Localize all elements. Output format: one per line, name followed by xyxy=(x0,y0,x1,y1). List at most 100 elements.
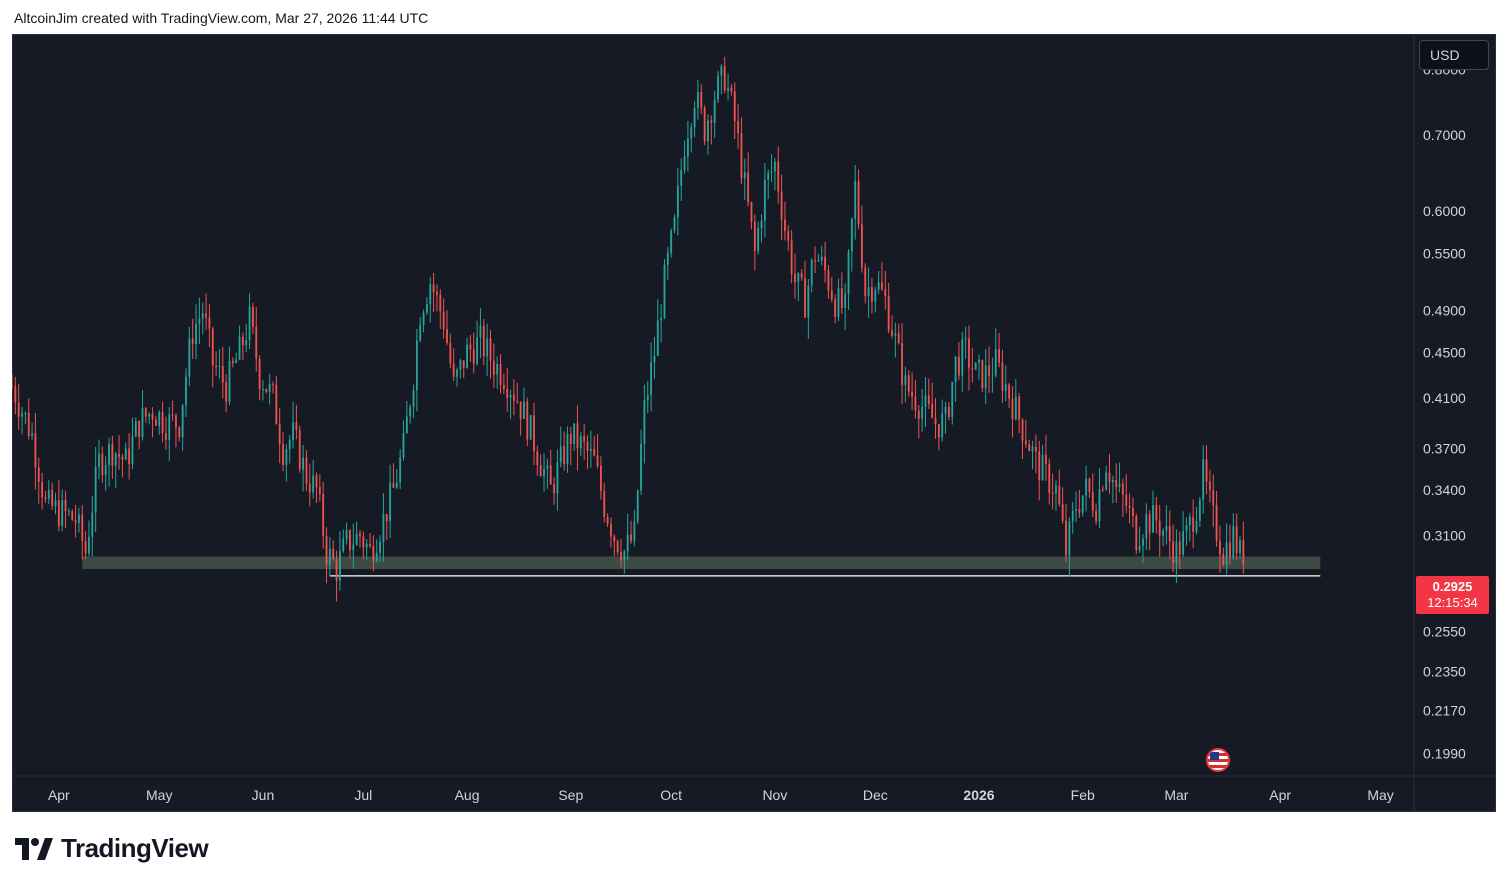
candle-body xyxy=(496,363,499,375)
candle-body xyxy=(44,497,47,499)
candle-body xyxy=(974,362,977,370)
candle xyxy=(717,70,719,103)
candle-body xyxy=(773,161,776,172)
candle xyxy=(827,264,830,299)
candle-body xyxy=(854,180,857,219)
candle xyxy=(1145,503,1148,551)
candle xyxy=(1219,525,1221,573)
candle xyxy=(1008,382,1011,409)
candle-body xyxy=(954,356,957,382)
chart-panel[interactable] xyxy=(12,34,1496,812)
candle-body xyxy=(1165,526,1168,531)
candle-body xyxy=(820,256,823,261)
candle-body xyxy=(573,423,576,445)
candle-body xyxy=(472,349,475,364)
candle-body xyxy=(874,289,877,302)
x-tick-label: Apr xyxy=(1269,787,1291,803)
candle xyxy=(556,449,559,511)
candle xyxy=(907,370,910,397)
candle xyxy=(998,332,1001,368)
x-tick-label: May xyxy=(146,787,172,803)
candle-body xyxy=(318,487,321,495)
candle xyxy=(1061,487,1064,524)
candle xyxy=(1162,528,1164,547)
candle-body xyxy=(302,457,305,470)
candle xyxy=(874,286,877,313)
candle xyxy=(138,420,141,450)
candle xyxy=(646,380,649,414)
candle-body xyxy=(576,423,579,449)
candle-body xyxy=(743,172,746,179)
candle-body xyxy=(446,329,448,343)
candle xyxy=(844,283,847,331)
candle-body xyxy=(526,401,529,440)
candle xyxy=(676,168,679,236)
candle-body xyxy=(1091,491,1094,511)
candle-body xyxy=(235,359,238,363)
candle xyxy=(218,349,221,379)
us-flag-icon[interactable] xyxy=(1206,748,1230,772)
candle xyxy=(894,322,897,358)
candle-body xyxy=(1034,446,1037,452)
candle xyxy=(328,537,331,577)
candle-body xyxy=(392,483,395,488)
candle-body xyxy=(763,179,766,221)
candle-body xyxy=(1135,515,1138,551)
candle-body xyxy=(419,324,422,341)
candle xyxy=(931,382,934,419)
candle-body xyxy=(804,277,806,318)
candle-body xyxy=(1068,521,1071,556)
candle xyxy=(161,401,164,443)
candle-body xyxy=(1158,520,1161,536)
candle xyxy=(1222,547,1225,567)
candle xyxy=(773,157,776,191)
candle-body xyxy=(265,389,268,393)
candle-body xyxy=(720,65,723,76)
candle-body xyxy=(432,284,435,293)
candle xyxy=(563,431,566,471)
candle-body xyxy=(901,343,903,385)
candle xyxy=(205,293,207,330)
candle xyxy=(1229,524,1231,565)
currency-selector[interactable]: USD xyxy=(1419,40,1489,70)
candle xyxy=(757,221,760,255)
candle-body xyxy=(549,465,552,485)
candle-body xyxy=(332,548,335,559)
candle xyxy=(529,414,532,440)
candle xyxy=(265,388,268,394)
candle xyxy=(292,401,294,449)
candle xyxy=(251,302,254,335)
candle-body xyxy=(379,541,381,553)
candle xyxy=(415,328,418,412)
candle-body xyxy=(78,514,80,523)
candle-body xyxy=(1055,485,1057,494)
candle xyxy=(1225,523,1228,575)
candle-body xyxy=(660,317,663,321)
candle-body xyxy=(342,539,345,552)
candle-body xyxy=(640,443,642,491)
candle xyxy=(37,457,40,504)
candle-body xyxy=(1212,490,1215,506)
candle xyxy=(1212,474,1215,528)
price-chart[interactable]: 0.80000.70000.60000.55000.49000.45000.41… xyxy=(12,34,1496,812)
candle-body xyxy=(215,365,218,368)
candle-body xyxy=(683,156,686,171)
candle xyxy=(663,259,666,320)
candle-body xyxy=(643,400,646,444)
candle-body xyxy=(1205,459,1208,482)
candle-body xyxy=(241,336,244,346)
candle xyxy=(1081,495,1084,517)
candle-body xyxy=(626,534,629,552)
candle xyxy=(1158,505,1161,557)
candle xyxy=(94,446,97,533)
candle xyxy=(492,343,495,388)
candle-body xyxy=(1138,545,1141,551)
candle-body xyxy=(382,513,385,542)
candle xyxy=(365,538,368,561)
candle xyxy=(1192,499,1195,549)
candle xyxy=(466,337,468,369)
candle-body xyxy=(750,202,753,222)
candle-body xyxy=(543,468,545,477)
candle-body xyxy=(322,494,325,536)
candle-body xyxy=(610,523,612,537)
